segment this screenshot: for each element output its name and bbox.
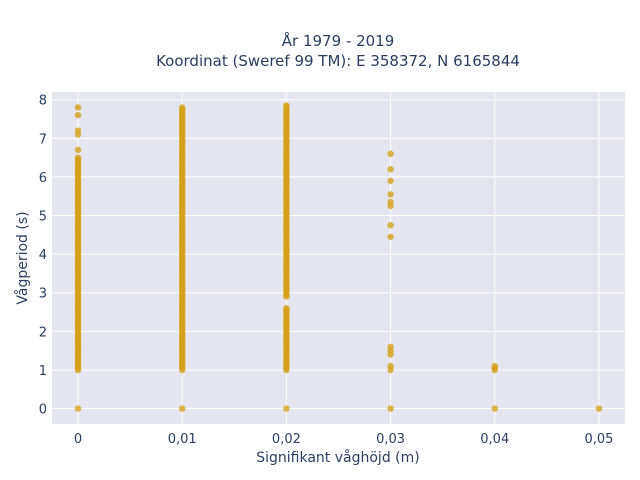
y-tick-label: 1 xyxy=(39,364,47,379)
data-point xyxy=(179,104,186,111)
data-point xyxy=(74,127,82,134)
grid-lines xyxy=(52,92,625,424)
data-point xyxy=(74,111,82,119)
x-axis-label: Signifikant våghöjd (m) xyxy=(256,449,419,466)
y-tick-label: 0 xyxy=(39,403,47,418)
y-axis-label: Vågperiod (s) xyxy=(14,211,31,304)
data-point xyxy=(387,343,394,350)
y-tick-label: 8 xyxy=(39,94,47,109)
x-tick-labels: 0 0,01 0,02 0,03 0,04 0,05 xyxy=(74,432,614,447)
data-point xyxy=(387,177,394,184)
data-point xyxy=(387,233,394,240)
data-point xyxy=(387,362,394,370)
data-point xyxy=(74,146,82,154)
y-tick-label: 4 xyxy=(39,248,47,263)
y-tick-label: 3 xyxy=(39,287,47,302)
data-point xyxy=(491,362,498,370)
x-tick-label: 0,05 xyxy=(584,432,613,447)
y-tick-label: 7 xyxy=(39,132,47,147)
y-tick-label: 2 xyxy=(39,325,47,340)
data-point xyxy=(387,405,394,412)
data-point xyxy=(387,198,394,206)
chart-title-line2: Koordinat (Sweref 99 TM): E 358372, N 61… xyxy=(156,52,520,70)
data-point xyxy=(74,104,82,111)
data-point xyxy=(74,405,82,412)
chart-title-line1: År 1979 - 2019 xyxy=(282,31,395,50)
data-point xyxy=(387,166,394,173)
plot-background xyxy=(52,92,625,424)
data-point xyxy=(74,154,82,161)
data-point xyxy=(595,405,603,412)
x-tick-label: 0,04 xyxy=(480,432,509,447)
x-tick-label: 0,02 xyxy=(272,432,301,447)
data-point xyxy=(179,405,186,412)
data-point xyxy=(387,221,394,229)
y-tick-label: 6 xyxy=(39,171,47,186)
y-tick-labels: 0 1 2 3 4 5 6 7 8 xyxy=(39,94,47,418)
x-tick-label: 0,03 xyxy=(376,432,405,447)
data-point xyxy=(283,304,290,312)
data-point xyxy=(491,405,498,412)
data-points xyxy=(74,102,603,412)
data-point xyxy=(283,405,290,412)
data-point xyxy=(387,150,394,157)
x-tick-label: 0 xyxy=(74,432,82,447)
data-point xyxy=(387,191,394,198)
y-tick-label: 5 xyxy=(39,210,47,225)
x-tick-label: 0,01 xyxy=(168,432,197,447)
data-point xyxy=(283,102,290,109)
